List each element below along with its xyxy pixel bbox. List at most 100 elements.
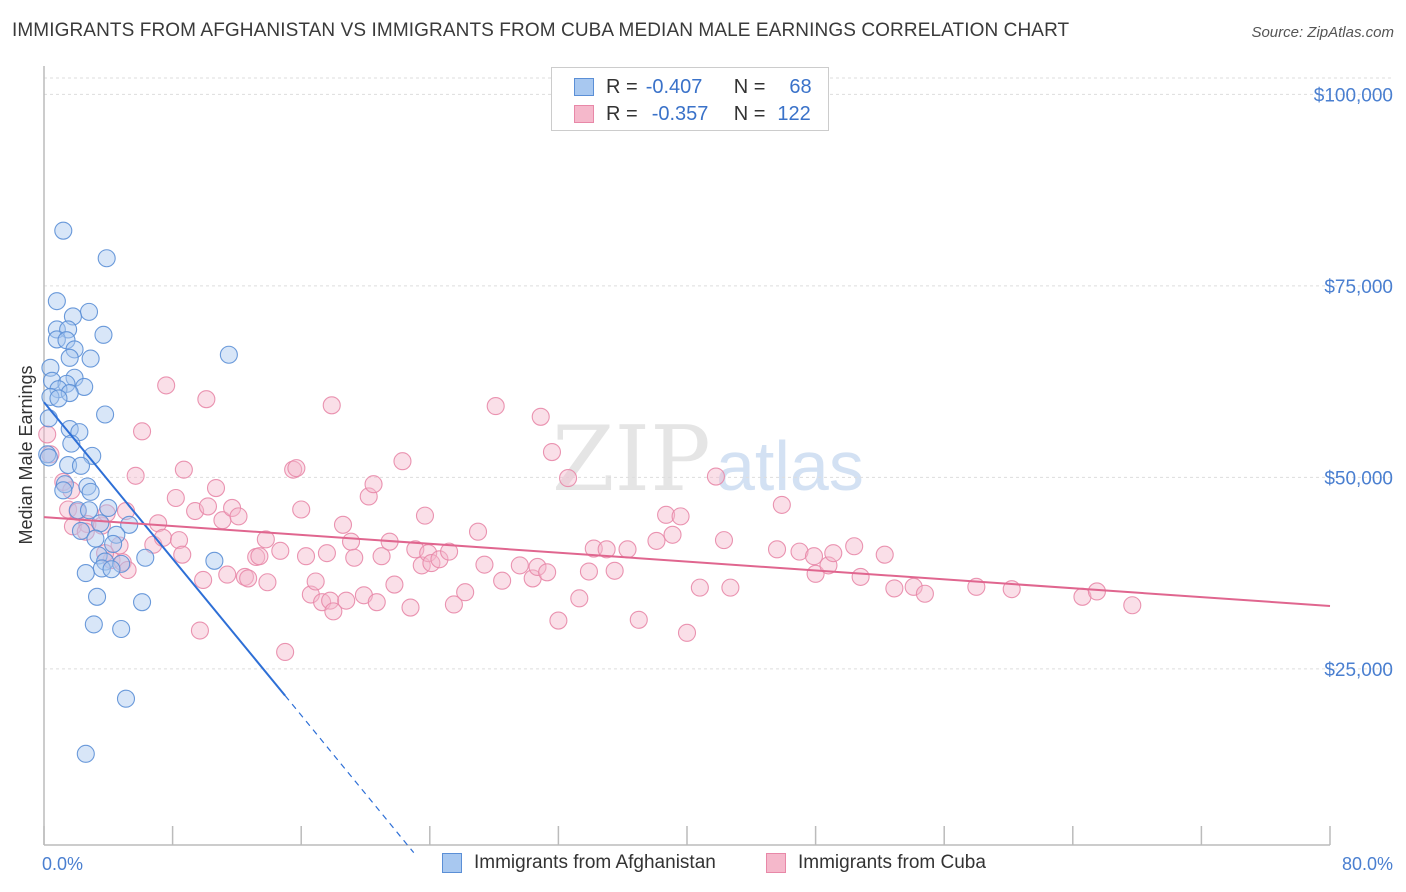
afghanistan-point — [96, 405, 115, 424]
afghanistan-point — [59, 456, 78, 475]
legend-row-cuba: R = -0.357 N = 122 — [574, 100, 811, 128]
watermark-zip: ZIP — [552, 407, 711, 512]
afghanistan-point — [91, 514, 110, 533]
cuba-point — [790, 542, 809, 561]
cuba-point — [510, 556, 529, 575]
trend-lines — [43, 401, 1331, 854]
cuba-point — [229, 507, 248, 526]
cuba-point — [126, 466, 145, 485]
cuba-point — [875, 545, 894, 564]
bottom-legend-cuba: Immigrants from Cuba — [766, 852, 986, 874]
legend-n-label: N = — [733, 75, 766, 98]
afghanistan-point — [54, 221, 73, 240]
cuba-point — [76, 522, 95, 541]
afghanistan-point — [97, 249, 116, 268]
cuba-point — [456, 583, 475, 602]
cuba-point — [493, 571, 512, 590]
cuba-point — [284, 460, 303, 479]
cuba-point — [372, 547, 391, 566]
cuba-point — [647, 531, 666, 550]
cuba-point — [173, 545, 192, 564]
legend-r-label: R = — [606, 102, 638, 125]
cuba-point — [579, 562, 598, 581]
afghanistan-point — [79, 501, 99, 520]
cuba-point — [663, 525, 682, 544]
cuba-point — [149, 514, 168, 533]
cuba-point — [721, 578, 740, 597]
cuba-point — [440, 542, 459, 561]
cuba-point — [714, 531, 734, 550]
afghanistan-point — [219, 345, 238, 364]
cuba-point — [322, 396, 341, 415]
afghanistan-point — [112, 619, 131, 639]
afghanistan-point — [76, 744, 95, 763]
afghanistan-point — [38, 445, 57, 464]
bottom-legend-label-afghanistan: Immigrants from Afghanistan — [474, 852, 716, 873]
cuba-point — [584, 539, 603, 558]
afghanistan-point — [49, 389, 68, 408]
afghanistan-point — [94, 325, 113, 344]
cuba-point — [345, 548, 364, 567]
afghanistan-point — [133, 593, 152, 612]
afghanistan-point — [71, 456, 91, 475]
trend-line-afghanistan-extension — [284, 695, 415, 854]
afghanistan-point — [87, 587, 107, 606]
cuba-point — [385, 575, 404, 594]
bottom-legend-swatch-cuba — [766, 853, 786, 873]
series-afghanistan — [38, 221, 238, 763]
cuba-point — [296, 547, 316, 566]
cuba-point — [306, 572, 325, 591]
cuba-point — [597, 540, 616, 559]
cuba-point — [206, 478, 226, 498]
cuba-point — [475, 555, 494, 574]
legend-n-value: 68 — [789, 75, 812, 98]
legend-row-afghanistan: R = -0.407 N = 68 — [574, 73, 812, 101]
afghanistan-point — [39, 448, 58, 467]
y-axis-ticks: $25,000 $50,000 $75,000 $100,000 — [1314, 85, 1393, 681]
watermark-atlas: atlas — [716, 427, 864, 505]
afghanistan-point — [55, 475, 74, 494]
afghanistan-point — [47, 330, 66, 349]
cuba-point — [677, 623, 697, 642]
x-tick-label: 0.0% — [42, 854, 83, 874]
y-tick-label: $50,000 — [1324, 468, 1393, 489]
cuba-point — [885, 579, 904, 598]
afghanistan-point — [60, 420, 79, 439]
cuba-point — [337, 591, 356, 610]
cuba-point — [292, 500, 311, 519]
x-axis-ticks: 0.0% 80.0% — [42, 826, 1393, 874]
cuba-point — [317, 544, 336, 563]
source-credit: Source: ZipAtlas.com — [1251, 24, 1394, 41]
cuba-point — [364, 475, 383, 494]
cuba-point — [239, 569, 258, 588]
y-tick-label: $75,000 — [1324, 277, 1393, 298]
cuba-point — [133, 422, 152, 441]
cuba-point — [1123, 596, 1142, 615]
afghanistan-point — [47, 292, 66, 311]
cuba-point — [38, 425, 57, 444]
trend-line-afghanistan — [43, 401, 286, 697]
cuba-point — [1087, 582, 1106, 601]
afghanistan-point — [99, 498, 118, 518]
cuba-point — [824, 544, 843, 563]
cuba-point — [190, 621, 209, 640]
cuba-point — [468, 522, 488, 541]
afghanistan-point — [102, 560, 121, 579]
cuba-point — [250, 547, 269, 566]
afghanistan-point — [84, 615, 103, 634]
legend-swatch-cuba — [574, 105, 594, 123]
cuba-point — [198, 497, 218, 516]
legend-n-value: 122 — [777, 102, 811, 125]
cuba-point — [629, 610, 648, 629]
afghanistan-point — [116, 689, 136, 708]
cuba-point — [904, 577, 923, 596]
cuba-point — [169, 531, 189, 550]
cuba-point — [804, 547, 824, 566]
cuba-point — [235, 567, 254, 586]
y-tick-label: $25,000 — [1324, 660, 1393, 681]
cuba-point — [851, 567, 870, 586]
cuba-point — [401, 598, 420, 617]
afghanistan-point — [41, 358, 60, 377]
legend-swatch-afghanistan — [574, 78, 594, 96]
